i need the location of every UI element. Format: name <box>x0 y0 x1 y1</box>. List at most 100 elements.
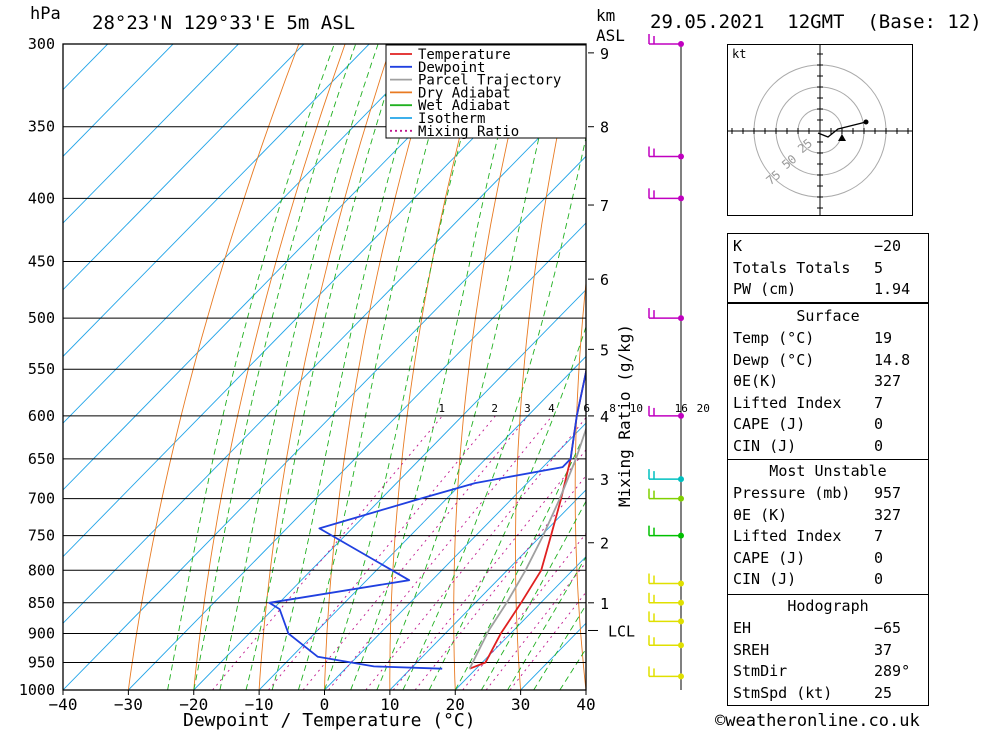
legend-entry: Dewpoint <box>418 60 485 76</box>
datetime-title: 29.05.2021 12GMT (Base: 12) <box>650 11 982 33</box>
isotherm-line <box>63 44 435 424</box>
wet-adiabat-line <box>245 44 403 690</box>
index-row: SREH 37 <box>728 640 928 661</box>
isotherm-line <box>63 44 305 291</box>
indices-panel: Surface Temp (°C) 19 Dewp (°C) 14.8 θE(K) 327… <box>727 303 929 706</box>
hodograph-trace <box>817 121 867 138</box>
index-key: Dewp (°C) <box>733 350 815 369</box>
index-row: StmDir 289° <box>728 661 928 682</box>
wet-adiabat-line <box>271 44 428 690</box>
x-tick-label: −40 <box>49 695 78 714</box>
wind-level-dot <box>678 412 684 419</box>
index-key: Pressure (mb) <box>733 484 851 502</box>
hodograph-title: Hodograph <box>787 597 869 615</box>
index-key: StmSpd (kt) <box>733 683 833 702</box>
hodograph-ring-label: 75 <box>763 168 783 188</box>
wet-adiabat-line <box>454 430 586 690</box>
index-value: 1.94 <box>874 280 911 299</box>
background-lines <box>63 44 586 690</box>
legend-entry: Wet Adiabat <box>418 98 511 114</box>
km-tick-label: 1 <box>600 595 609 613</box>
index-value: −20 <box>874 237 902 255</box>
index-row: Lifted Index 7 <box>728 393 928 414</box>
wind-level-dot <box>678 153 684 160</box>
km-tick-label: 7 <box>600 197 609 215</box>
index-row: CAPE (J) 0 <box>728 548 928 569</box>
index-row: Lifted Index 7 <box>728 526 928 547</box>
wind-level-dot <box>678 195 684 202</box>
hodograph-unit: kt <box>732 47 746 61</box>
index-key: StmDir <box>733 662 788 681</box>
wet-adiabat-line <box>507 555 586 690</box>
index-value: 19 <box>874 329 893 347</box>
index-row: CIN (J) 0 <box>728 569 928 590</box>
dry-adiabat-line <box>193 44 346 690</box>
index-key: θE(K) <box>733 372 779 391</box>
most-unstable-title: Most Unstable <box>769 462 887 480</box>
hodograph-panel: kt 25 50 75 <box>727 42 913 220</box>
wind-level-dot <box>678 315 684 322</box>
mixing-ratio-line <box>462 532 586 690</box>
index-value: −65 <box>874 619 902 637</box>
dry-adiabat-line <box>515 44 578 690</box>
index-value: 37 <box>874 640 893 659</box>
pressure-tick-label: 850 <box>28 594 55 612</box>
index-row: K −20 <box>728 236 928 257</box>
index-row: CAPE (J) 0 <box>728 414 928 435</box>
index-key: CAPE (J) <box>733 548 806 567</box>
pressure-tick-label: 700 <box>28 490 55 508</box>
wind-level-dot <box>678 618 684 625</box>
lcl-label: LCL <box>608 622 635 640</box>
index-value: 0 <box>874 570 884 589</box>
index-key: CAPE (J) <box>733 415 806 434</box>
asl-label: ASL <box>596 26 625 45</box>
index-key: Lifted Index <box>733 393 842 412</box>
index-key: Totals Totals <box>733 258 851 277</box>
mixing-ratio-axis-label: Mixing Ratio (g/kg) <box>615 324 634 507</box>
isotherm-line <box>193 289 586 690</box>
pressure-tick-label: 650 <box>28 450 55 468</box>
mixing-ratio-line <box>268 415 496 690</box>
x-tick-label: −20 <box>179 695 208 714</box>
index-key: CIN (J) <box>733 437 797 455</box>
wet-adiabat-line <box>481 500 586 690</box>
legend-entry: Temperature <box>418 47 511 63</box>
index-key: θE (K) <box>733 505 788 524</box>
dry-adiabat-line <box>324 44 439 690</box>
wet-adiabat-line <box>559 647 586 690</box>
index-key: CIN (J) <box>733 570 797 589</box>
x-tick-label: 20 <box>446 695 465 714</box>
index-value: 7 <box>874 527 884 546</box>
series-dewpoint <box>268 44 586 670</box>
km-tick-label: 4 <box>600 408 609 426</box>
index-value: 14.8 <box>874 350 911 369</box>
pressure-tick-label: 550 <box>28 360 55 378</box>
profiles <box>268 44 586 670</box>
index-row: Pressure (mb) 957 <box>728 483 928 504</box>
index-value: 7 <box>874 393 884 412</box>
wind-level-dot <box>678 476 684 483</box>
index-row: EH −65 <box>728 618 928 639</box>
mixing-ratio-line <box>328 415 553 690</box>
index-row: θE(K) 327 <box>728 371 928 392</box>
series-temperature <box>469 367 586 670</box>
legend-entry: Mixing Ratio <box>418 124 519 140</box>
axes: 1234681016202530035040045050055060065070… <box>19 35 710 714</box>
wind-level-dot <box>678 41 684 47</box>
pressure-tick-label: 400 <box>28 189 55 207</box>
index-key: EH <box>733 619 752 637</box>
pressure-tick-label: 500 <box>28 309 55 327</box>
isotherm-line <box>63 44 174 157</box>
pressure-tick-label: 950 <box>28 653 55 671</box>
km-tick-label: 2 <box>600 535 609 553</box>
index-value: 25 <box>874 683 893 702</box>
isotherm-line <box>63 44 370 358</box>
skewt-diagram: 1234681016202530035040045050055060065070… <box>19 4 710 731</box>
divider <box>728 459 928 460</box>
isotherm-line <box>258 355 586 690</box>
index-row: PW (cm) 1.94 <box>728 279 928 300</box>
index-value: 327 <box>874 372 902 391</box>
series-parcel-trajectory <box>468 426 586 670</box>
km-tick-label: 9 <box>600 45 609 63</box>
